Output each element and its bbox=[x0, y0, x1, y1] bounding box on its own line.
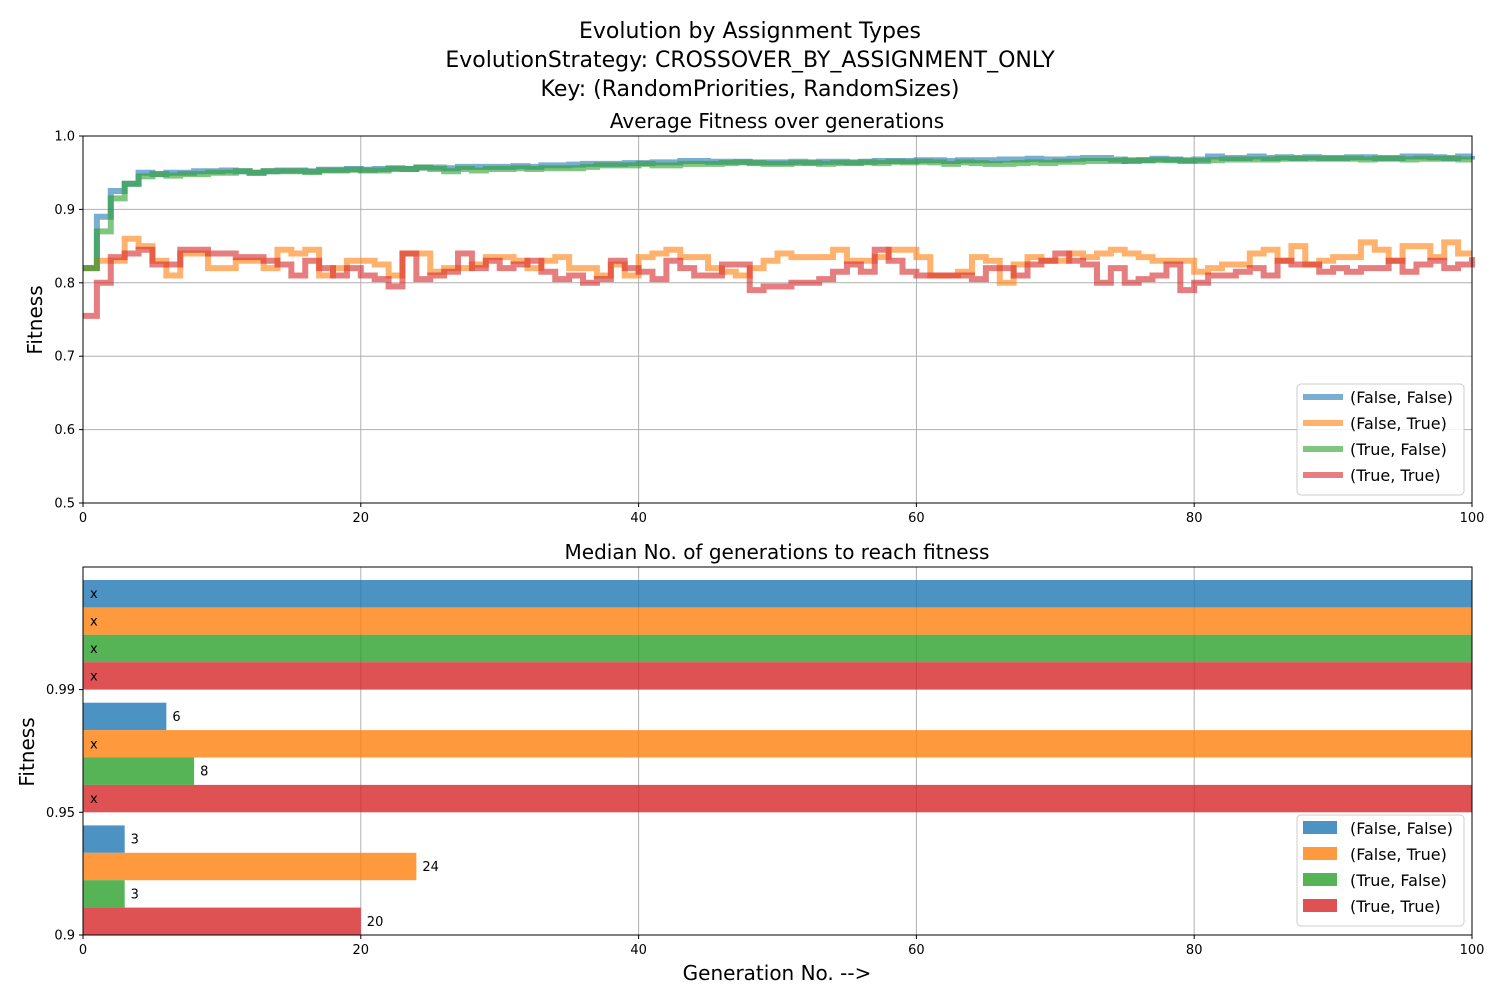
line-chart-y-tick-label: 0.5 bbox=[54, 497, 75, 512]
fitness-line-chart: Average Fitness over generations 0 20 40 60… bbox=[23, 109, 1484, 526]
bar-value-label: x bbox=[90, 587, 98, 602]
line-chart-x-tick-label: 40 bbox=[630, 511, 647, 526]
x-axis-label: Generation No. --> bbox=[683, 961, 872, 985]
bar-chart-x-tick-label: 0 bbox=[79, 943, 87, 958]
bar-3-1 bbox=[83, 784, 1472, 813]
bar-value-label: 24 bbox=[422, 860, 439, 875]
bar-1-0 bbox=[83, 852, 417, 881]
bar-chart-legend-label: (False, False) bbox=[1350, 819, 1453, 838]
figure-title-line-1: Evolution by Assignment Types bbox=[579, 19, 921, 44]
bar-chart-x-tick-label: 40 bbox=[630, 943, 647, 958]
bar-value-label: 8 bbox=[200, 765, 208, 780]
bar-chart-y-tick-label: 0.9 bbox=[54, 929, 75, 944]
bar-2-2 bbox=[83, 634, 1472, 663]
bar-chart-legend-swatch bbox=[1303, 821, 1337, 834]
bar-chart-title: Median No. of generations to reach fitne… bbox=[565, 540, 990, 564]
line-chart-y-tick-label: 0.9 bbox=[54, 203, 75, 218]
bar-value-label: x bbox=[90, 737, 98, 752]
line-chart-legend-label: (True, True) bbox=[1350, 466, 1441, 485]
bar-chart-x-tick-label: 100 bbox=[1460, 943, 1485, 958]
line-chart-x-tick-label: 0 bbox=[79, 511, 87, 526]
line-chart-legend: (False, False) (False, True) (True, False)… bbox=[1296, 383, 1465, 496]
line-series-2 bbox=[83, 155, 1472, 272]
line-chart-legend-label: (True, False) bbox=[1350, 440, 1447, 459]
line-series-3 bbox=[83, 246, 1475, 319]
bar-value-label: 3 bbox=[131, 833, 139, 848]
bar-value-label: x bbox=[90, 669, 98, 684]
bar-chart-legend-box bbox=[1296, 814, 1465, 927]
bar-chart-y-tick-label: 0.95 bbox=[46, 806, 75, 821]
line-chart-series bbox=[83, 153, 1475, 319]
bar-chart-x-tick-label: 20 bbox=[353, 943, 370, 958]
line-chart-legend-box bbox=[1296, 383, 1465, 496]
bar-chart-y-axis-label: Fitness bbox=[15, 717, 39, 786]
generations-bar-chart: Median No. of generations to reach fitne… bbox=[15, 540, 1484, 985]
bar-chart-legend: (False, False) (False, True) (True, False)… bbox=[1296, 814, 1465, 927]
bar-0-2 bbox=[83, 580, 1472, 608]
bar-value-label: 20 bbox=[367, 915, 384, 930]
figure-title: Evolution by Assignment Types EvolutionS… bbox=[445, 19, 1055, 102]
bar-value-label: x bbox=[90, 792, 98, 807]
line-chart-y-tick-label: 0.6 bbox=[54, 423, 75, 438]
bar-2-0 bbox=[83, 880, 125, 908]
bar-3-2 bbox=[83, 662, 1472, 690]
bar-chart-legend-label: (True, False) bbox=[1350, 871, 1447, 890]
figure-title-line-2: EvolutionStrategy: CROSSOVER_BY_ASSIGNME… bbox=[445, 48, 1055, 73]
bar-3-0 bbox=[83, 907, 361, 935]
line-chart-x-tick-label: 80 bbox=[1186, 511, 1203, 526]
bar-chart-legend-swatch bbox=[1303, 899, 1337, 912]
figure-title-line-3: Key: (RandomPriorities, RandomSizes) bbox=[540, 77, 959, 102]
line-chart-frame bbox=[82, 135, 1473, 504]
line-chart-y-tick-label: 1.0 bbox=[54, 130, 75, 145]
bar-2-1 bbox=[83, 757, 195, 785]
line-chart-x-tick-label: 20 bbox=[353, 511, 370, 526]
bar-value-label: 6 bbox=[172, 710, 180, 725]
bar-chart-legend-swatch bbox=[1303, 873, 1337, 886]
bar-chart-legend-label: (False, True) bbox=[1350, 845, 1447, 864]
bar-1-2 bbox=[83, 607, 1472, 635]
bar-chart-ticks: 0 20 40 60 80 100 0.9 0.95 0.99 bbox=[46, 683, 1484, 958]
line-chart-title: Average Fitness over generations bbox=[610, 109, 944, 133]
bar-0-0 bbox=[83, 825, 125, 853]
line-chart-y-tick-label: 0.8 bbox=[54, 276, 75, 291]
line-chart-x-tick-label: 100 bbox=[1460, 511, 1485, 526]
line-chart-legend-label: (False, False) bbox=[1350, 388, 1453, 407]
bar-chart-x-tick-label: 80 bbox=[1186, 943, 1203, 958]
bar-chart-legend-swatch bbox=[1303, 847, 1337, 860]
line-chart-x-tick-label: 60 bbox=[908, 511, 925, 526]
line-chart-grid bbox=[82, 135, 1473, 504]
bar-value-label: 3 bbox=[131, 887, 139, 902]
bar-chart-frame bbox=[82, 566, 1473, 936]
line-chart-legend-label: (False, True) bbox=[1350, 414, 1447, 433]
bar-1-1 bbox=[83, 730, 1472, 758]
bar-value-label: x bbox=[90, 615, 98, 630]
bar-chart-bars bbox=[83, 580, 1472, 935]
bar-0-1 bbox=[83, 702, 167, 731]
bar-value-label: x bbox=[90, 642, 98, 657]
bar-chart-legend-label: (True, True) bbox=[1350, 897, 1441, 916]
bar-chart-y-tick-label: 0.99 bbox=[46, 683, 75, 698]
line-chart-ticks: 0 20 40 60 80 100 0.5 0.6 0.7 0.8 0.9 1.0 bbox=[54, 130, 1484, 527]
bar-chart-x-tick-label: 60 bbox=[908, 943, 925, 958]
line-chart-y-tick-label: 0.7 bbox=[54, 350, 75, 365]
line-chart-y-axis-label: Fitness bbox=[23, 285, 47, 354]
